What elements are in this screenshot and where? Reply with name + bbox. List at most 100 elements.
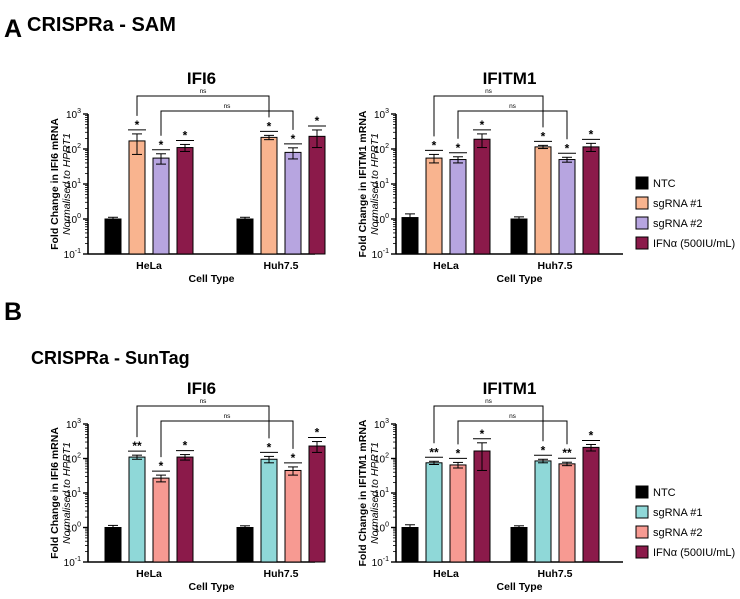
y-tick-label: 102: [374, 453, 389, 466]
bar-sgrna-hela: [128, 140, 146, 255]
significance-marker: *: [291, 451, 296, 465]
y-axis-sublabel: Normalised to HPRT1: [369, 442, 381, 544]
legend-panel-b: NTC sgRNA #1 sgRNA #2 IFNα (500IU/mL): [635, 485, 735, 559]
legend-swatch: [635, 236, 649, 250]
y-axis-sublabel: Normalised to HPRT1: [61, 442, 73, 544]
legend-panel-a: NTC sgRNA #1 sgRNA #2 IFNα (500IU/mL): [635, 176, 735, 250]
significance-marker: *: [315, 426, 320, 440]
ns-bracket: [433, 95, 544, 137]
significance-marker: **: [562, 446, 572, 460]
chart-title: IFITM1: [483, 379, 537, 398]
y-tick-label: 102: [66, 453, 81, 466]
bar-ntc-hela: [401, 527, 419, 563]
ns-label: ns: [224, 103, 232, 110]
x-tick-label: HeLa: [136, 260, 162, 272]
bar-ifn-huh7.5: [582, 446, 600, 563]
y-tick-label: 100: [374, 213, 389, 226]
x-axis-label: Cell Type: [497, 273, 543, 285]
y-tick-label: 103: [374, 108, 389, 121]
y-tick-label: 100: [66, 522, 81, 535]
chart-title: IFI6: [187, 379, 216, 398]
significance-marker: *: [541, 443, 546, 457]
significance-marker: *: [291, 132, 296, 146]
panel-letter-b: B: [4, 298, 22, 326]
bar-ifn-hela: [176, 456, 194, 563]
ns-bracket: [457, 110, 568, 140]
ns-bracket: [160, 110, 294, 136]
y-tick-label: 100: [374, 522, 389, 535]
y-tick-label: 102: [66, 143, 81, 156]
ns-bracket: [433, 405, 544, 444]
ns-label: ns: [200, 88, 208, 95]
x-tick-label: Huh7.5: [537, 568, 572, 580]
bar-sgrna-hela: [425, 157, 443, 255]
legend-label: sgRNA #1: [653, 198, 703, 210]
legend-swatch: [635, 176, 649, 190]
bar-sgrna-hela: [449, 464, 467, 563]
significance-marker: *: [589, 428, 594, 442]
y-tick-label: 103: [66, 418, 81, 431]
y-tick-label: 10-1: [64, 556, 81, 569]
panel-letter-a: A: [4, 15, 22, 43]
bar-ifn-hela: [473, 138, 491, 255]
bar-ntc-hela: [104, 527, 122, 563]
legend-label: IFNα (500IU/mL): [653, 238, 735, 250]
bar-sgrna-hela: [152, 477, 170, 563]
bar-ntc-huh7.5: [236, 218, 254, 255]
legend-swatch: [635, 485, 649, 499]
ns-bracket: [160, 420, 294, 458]
legend-label: sgRNA #1: [653, 507, 703, 519]
significance-marker: *: [135, 118, 140, 132]
legend-label: sgRNA #2: [653, 527, 703, 539]
panel-heading-a: CRISPRa - SAM: [27, 14, 176, 36]
significance-marker: *: [589, 127, 594, 141]
significance-marker: **: [132, 439, 142, 453]
bar-ifn-hela: [176, 147, 194, 255]
ns-bracket: [457, 420, 568, 445]
y-axis-label: Fold Change in IFITM1 mRNA: [357, 110, 369, 257]
y-tick-label: 103: [374, 418, 389, 431]
y-tick-label: 10-1: [64, 248, 81, 261]
x-axis-label: Cell Type: [189, 581, 235, 593]
x-tick-label: HeLa: [136, 568, 162, 580]
significance-marker: *: [565, 141, 570, 155]
bar-sgrna-huh7.5: [534, 146, 552, 255]
bar-sgrna-huh7.5: [558, 159, 576, 255]
ns-bracket: [136, 405, 270, 439]
y-tick-label: 101: [66, 178, 81, 191]
chart-title: IFI6: [187, 69, 216, 88]
bar-ifn-huh7.5: [308, 135, 326, 255]
ns-label: ns: [485, 398, 493, 405]
x-tick-label: HeLa: [433, 568, 459, 580]
bar-ntc-hela: [104, 218, 122, 255]
bar-sgrna-hela: [128, 456, 146, 563]
legend-swatch: [635, 505, 649, 519]
chart-4-ifitm1: IFITM1 10-1 100 101 102 103 Fold Change in IFI…: [357, 379, 623, 593]
y-axis-label: Fold Change in IFI6 mRNA: [49, 427, 61, 559]
legend-swatch: [635, 216, 649, 230]
y-tick-label: 102: [374, 143, 389, 156]
x-tick-label: Huh7.5: [263, 568, 298, 580]
y-axis-sublabel: Normalised to HPRT1: [369, 133, 381, 235]
bar-sgrna-huh7.5: [284, 151, 302, 255]
significance-marker: *: [432, 138, 437, 152]
chart-2-ifitm1: IFITM1 10-1 100 101 102 103 Fold Change in IFI…: [357, 69, 623, 285]
chart-title: IFITM1: [483, 69, 537, 88]
bar-sgrna-hela: [152, 157, 170, 255]
y-tick-label: 10-1: [372, 248, 389, 261]
bar-sgrna-huh7.5: [260, 458, 278, 563]
significance-marker: *: [456, 141, 461, 155]
legend-swatch: [635, 196, 649, 210]
panel-b-header: B CRISPRa - SunTag: [4, 298, 190, 368]
y-axis-sublabel: Normalised to HPRT1: [61, 133, 73, 235]
bar-sgrna-huh7.5: [534, 460, 552, 563]
charts-layer: IFI6 10-1 100 101 102 103 Fold Change in IFI6 …: [49, 69, 735, 593]
x-axis-label: Cell Type: [497, 581, 543, 593]
ns-label: ns: [200, 398, 208, 405]
ns-label: ns: [509, 103, 517, 110]
significance-marker: *: [159, 459, 164, 473]
x-tick-label: HeLa: [433, 260, 459, 272]
bar-ifn-huh7.5: [308, 445, 326, 563]
ns-label: ns: [509, 413, 517, 420]
